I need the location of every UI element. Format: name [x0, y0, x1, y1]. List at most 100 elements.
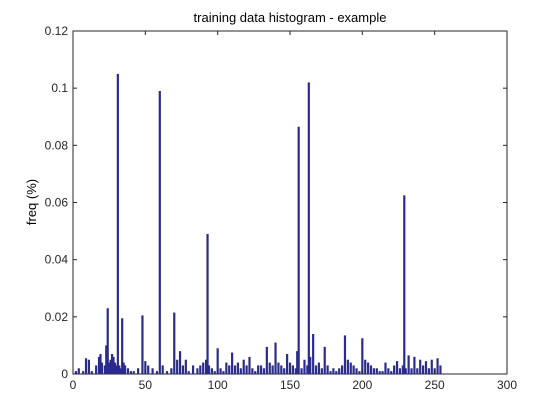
histogram-bar: [312, 333, 315, 374]
histogram-bar: [355, 368, 358, 374]
histogram-bar: [123, 365, 127, 374]
histogram-bar: [358, 371, 361, 374]
histogram-bar: [196, 368, 199, 374]
y-tick-label: 0.02: [45, 310, 69, 324]
plot-area: [72, 30, 508, 375]
histogram-bar: [335, 371, 338, 374]
x-tick-label: 150: [280, 378, 300, 392]
histogram-bar: [393, 365, 396, 374]
histogram-bar: [407, 355, 410, 374]
histogram-bar: [206, 233, 209, 374]
histogram-bar: [274, 342, 277, 374]
histogram-bar: [419, 359, 422, 374]
histogram-bar: [381, 371, 384, 374]
histogram-bar: [233, 365, 237, 374]
histogram-bar: [257, 365, 260, 374]
histogram-bar: [132, 371, 135, 374]
y-tick-label: 0.08: [45, 138, 69, 152]
histogram-bar: [364, 359, 367, 374]
histogram-bar: [106, 308, 109, 374]
histogram-bar: [158, 91, 161, 375]
y-tick-label: 0.12: [45, 24, 69, 38]
histogram-bar: [213, 371, 216, 374]
histogram-bar: [277, 362, 280, 374]
histogram-bar: [268, 362, 271, 374]
histogram-bar: [113, 362, 117, 374]
histogram-bar: [326, 365, 329, 374]
histogram-bar: [110, 353, 114, 374]
histogram-bar: [82, 371, 85, 374]
histogram-bar: [343, 335, 347, 374]
histogram-bar: [191, 365, 195, 374]
histogram-bar: [427, 368, 430, 374]
histogram-bar: [87, 359, 91, 374]
histogram-bar: [262, 368, 266, 374]
histogram-bar: [352, 365, 355, 374]
histogram-bar: [346, 359, 349, 374]
histogram-bar: [173, 312, 176, 374]
histogram-bar: [271, 365, 274, 374]
histogram-bar: [395, 361, 399, 374]
y-tick-label: 0.06: [45, 196, 69, 210]
histogram-bar: [306, 365, 309, 374]
y-tick-label: 0.04: [45, 253, 69, 267]
histogram-bar: [439, 365, 442, 374]
histogram-bar: [416, 368, 419, 374]
histogram-bar: [338, 368, 341, 374]
histogram-bar: [178, 351, 182, 374]
histogram-bar: [222, 371, 225, 374]
histogram-bar: [236, 362, 240, 374]
histogram-bar: [323, 346, 326, 374]
histogram-bar: [332, 368, 335, 374]
histogram-bar: [401, 365, 404, 374]
histogram-bar: [90, 371, 93, 374]
histogram-bar: [329, 371, 332, 374]
histogram-bar: [398, 368, 402, 374]
histogram-bar: [112, 356, 115, 374]
histogram-bar: [74, 371, 77, 374]
histogram-bar: [99, 353, 102, 374]
histogram-bar: [288, 362, 292, 374]
histogram-bar: [296, 351, 299, 374]
histogram-bar: [207, 365, 211, 374]
histogram-bar: [155, 371, 159, 374]
histogram-bar: [283, 368, 286, 374]
histogram-bar: [103, 365, 106, 374]
histogram-bar: [228, 365, 231, 374]
histogram-bar: [242, 359, 245, 374]
histogram-bar: [95, 365, 98, 374]
histogram-bar: [314, 365, 318, 374]
histogram-bar: [204, 359, 208, 374]
histogram-bar: [307, 82, 310, 374]
histogram-bar: [367, 362, 370, 374]
histogram-bar: [129, 371, 132, 374]
histogram-bar: [410, 368, 413, 374]
histogram-bar: [118, 365, 121, 374]
histogram-bar: [202, 362, 205, 374]
histogram-bar: [105, 345, 108, 374]
x-tick-label: 300: [497, 378, 517, 392]
x-tick-label: 0: [70, 378, 77, 392]
histogram-bar: [187, 371, 190, 374]
histogram-bar: [309, 356, 312, 374]
histogram-bar: [84, 358, 88, 374]
histogram-bar: [126, 368, 130, 374]
histogram-bar: [109, 359, 112, 374]
bars-group: [74, 73, 442, 375]
histogram-bar: [317, 362, 321, 374]
histogram-bar: [108, 362, 111, 374]
histogram-bar: [424, 361, 428, 374]
chart-title: training data histogram - example: [194, 10, 387, 25]
histogram-bar: [403, 195, 406, 374]
y-axis-label: freq (%): [24, 179, 39, 225]
histogram-bar: [119, 368, 122, 374]
y-axis-ticks: 0 0.02 0.04 0.06 0.08 0.1 0.12: [45, 24, 507, 381]
histogram-bar: [77, 368, 80, 374]
histogram-bar: [210, 368, 213, 374]
histogram-bar: [122, 362, 125, 374]
histogram-bar: [151, 368, 154, 374]
histogram-bar: [161, 365, 164, 374]
histogram-bar: [170, 368, 173, 374]
histogram-bar: [219, 368, 222, 374]
histogram-bar: [100, 362, 104, 374]
